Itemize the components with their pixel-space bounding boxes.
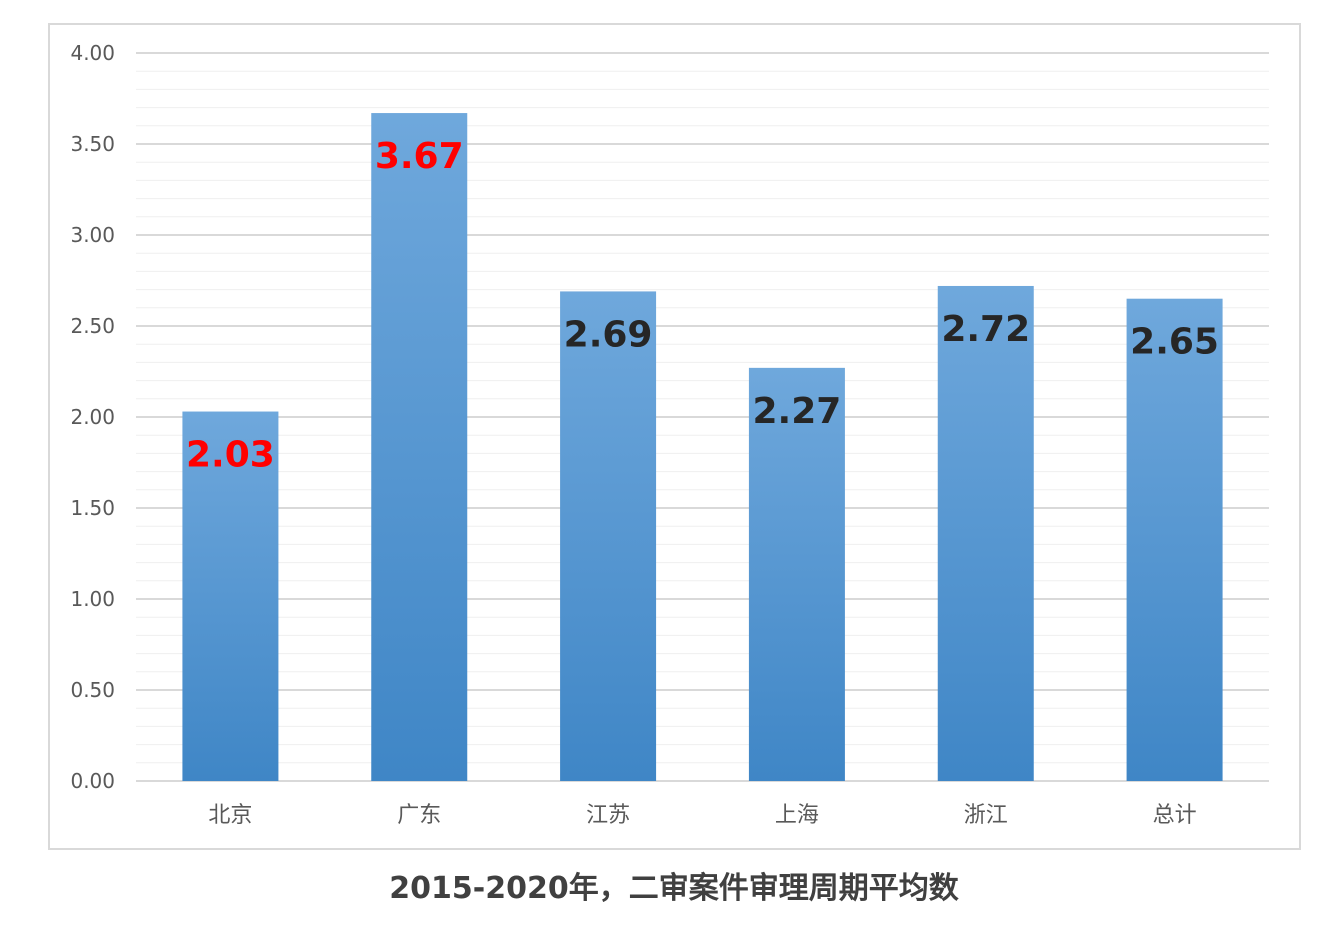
value-labels: 2.03 3.67 2.69 2.27 2.72 2.65: [186, 136, 1219, 475]
x-category-label: 浙江: [964, 803, 1008, 828]
bars: [182, 113, 1223, 781]
x-category-label: 上海: [775, 803, 819, 828]
x-category-label: 总计: [1153, 803, 1197, 828]
x-category-label: 广东: [397, 803, 441, 828]
bar-value-label: 2.27: [753, 391, 842, 432]
bar: [937, 285, 1034, 781]
grid-lines: [136, 52, 1269, 782]
y-tick-label: 2.00: [70, 405, 115, 429]
y-tick-label: 0.00: [70, 769, 115, 793]
bar-value-label: 2.03: [186, 435, 275, 476]
bar-value-label: 3.67: [375, 136, 464, 177]
bar: [748, 367, 845, 781]
y-tick-label: 1.00: [70, 587, 115, 611]
chart-caption: 2015-2020年，二审案件审理周期平均数: [389, 871, 959, 906]
bar-value-label: 2.72: [941, 309, 1030, 350]
y-tick-label: 0.50: [70, 678, 115, 702]
y-tick-label: 3.50: [70, 132, 115, 156]
bar: [182, 411, 279, 781]
bar: [371, 113, 468, 781]
x-category-label: 北京: [208, 803, 252, 828]
bar-value-label: 2.65: [1130, 322, 1219, 363]
bar-value-label: 2.69: [564, 314, 653, 355]
x-category-label: 江苏: [586, 803, 630, 828]
y-tick-label: 3.00: [70, 223, 115, 247]
bar: [560, 291, 657, 781]
x-axis-category-labels: 北京 广东 江苏 上海 浙江 总计: [208, 803, 1196, 828]
bar: [1126, 298, 1223, 781]
y-tick-label: 1.50: [70, 496, 115, 520]
y-tick-label: 2.50: [70, 314, 115, 338]
y-tick-label: 4.00: [70, 41, 115, 65]
y-axis-tick-labels: 0.00 0.50 1.00 1.50 2.00 2.50 3.00 3.50 4.00: [70, 41, 115, 793]
